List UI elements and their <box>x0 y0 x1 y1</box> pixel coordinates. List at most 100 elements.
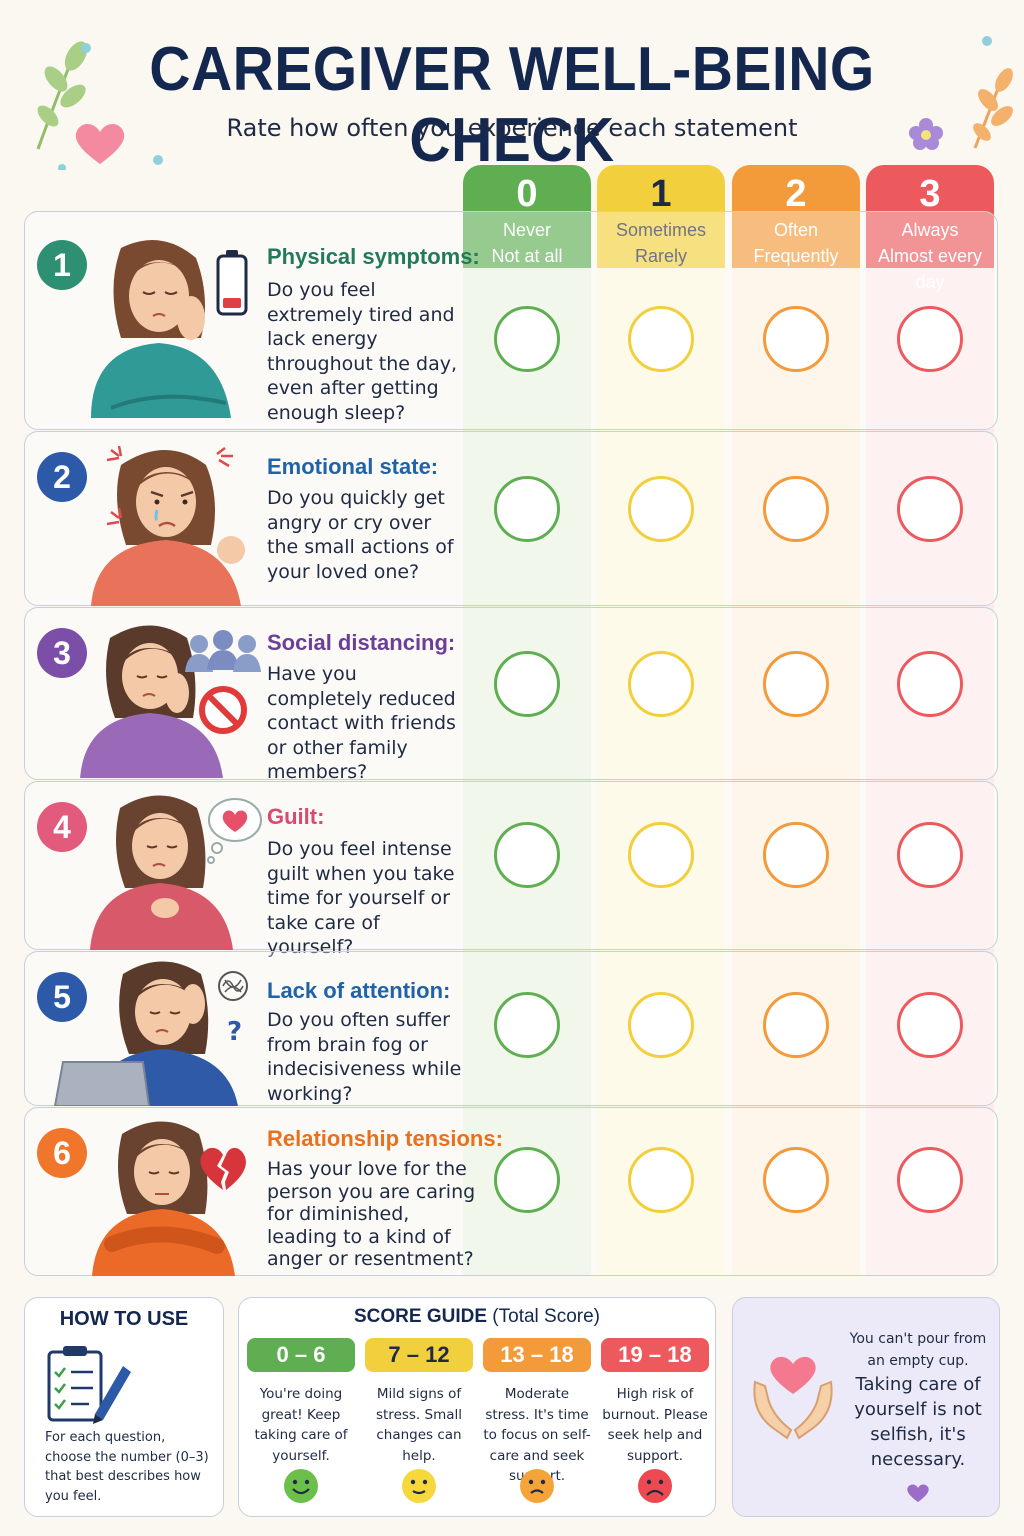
answer-option-q4-0[interactable] <box>494 822 560 888</box>
clipboard-checklist-icon <box>47 1346 131 1424</box>
scale-header-1: 1 Sometimes Rarely <box>597 165 725 268</box>
anger-marks-icon <box>106 445 233 526</box>
score-range-0: 0 – 6 You're doing great! Keep taking ca… <box>247 1338 355 1510</box>
score-range-text: High risk of burnout. Please seek help a… <box>602 1386 708 1464</box>
leaf-branch-left-icon <box>36 41 88 150</box>
scale-value: 1 <box>650 173 672 215</box>
score-range-label: 19 – 18 <box>601 1338 709 1372</box>
question-number-badge: 6 <box>37 1128 87 1178</box>
happy-face-icon <box>284 1469 318 1503</box>
scale-label: Sometimes <box>615 220 707 240</box>
column-bg-3 <box>866 268 994 1276</box>
scale-sublabel: Frequently <box>753 246 839 266</box>
prohibited-icon <box>199 686 247 734</box>
confused-woman-laptop-icon <box>53 961 238 1106</box>
answer-option-q3-2[interactable] <box>763 651 829 717</box>
scale-sublabel: Almost every day <box>877 246 983 292</box>
question-text: Do you feel extremely tired and lack ene… <box>267 279 458 424</box>
question-title: Social distancing: <box>267 630 456 655</box>
hands-holding-heart-icon <box>753 1356 833 1440</box>
answer-option-q6-3[interactable] <box>897 1147 963 1213</box>
answer-option-q6-0[interactable] <box>494 1147 560 1213</box>
worried-face-icon <box>520 1469 554 1503</box>
scale-sublabel: Rarely <box>634 246 687 266</box>
scale-label: Never <box>502 220 551 240</box>
question-title: Relationship tensions: <box>267 1126 503 1151</box>
score-range-1: 7 – 12 Mild signs of stress. Small chang… <box>365 1338 473 1510</box>
column-bg-1 <box>597 268 725 1276</box>
score-range-label: 0 – 6 <box>247 1338 355 1372</box>
dot-right-icon <box>982 36 992 46</box>
question-title: Lack of attention: <box>267 978 451 1003</box>
quote-small-text: You can't pour from an empty cup. <box>849 1331 987 1369</box>
answer-option-q4-1[interactable] <box>628 822 694 888</box>
heart-icon <box>75 123 125 164</box>
scale-header-0: 0 Never Not at all <box>463 165 591 268</box>
small-heart-icon <box>907 1484 929 1502</box>
how-to-use-text: For each question, choose the number (0–… <box>45 1430 209 1504</box>
answer-option-q1-2[interactable] <box>763 306 829 372</box>
scale-value: 0 <box>516 173 538 215</box>
page-title: CAREGIVER WELL-BEING CHECK <box>149 35 875 175</box>
scale-label: Often <box>773 220 819 240</box>
question-title: Emotional state: <box>267 454 439 479</box>
quote-main-text: Taking care of yourself is not selfish, … <box>854 1374 982 1470</box>
slight-smile-face-icon <box>402 1469 436 1503</box>
score-range-text: You're doing great! Keep taking care of … <box>254 1386 348 1464</box>
answer-option-q5-3[interactable] <box>897 992 963 1058</box>
score-range-2: 13 – 18 Moderate stress. It's time to fo… <box>483 1338 591 1510</box>
answer-option-q1-0[interactable] <box>494 306 560 372</box>
question-text: Do you feel intense guilt when you take … <box>267 838 455 958</box>
answer-option-q2-2[interactable] <box>763 476 829 542</box>
sad-face-icon <box>638 1469 672 1503</box>
question-row-1: 1 Physical symptoms: Do you feel extreme… <box>24 211 998 430</box>
angry-crying-woman-icon <box>91 450 245 606</box>
column-bg-2 <box>732 268 860 1276</box>
score-range-label: 13 – 18 <box>483 1338 591 1372</box>
answer-option-q4-2[interactable] <box>763 822 829 888</box>
answer-option-q1-3[interactable] <box>897 306 963 372</box>
answer-option-q2-1[interactable] <box>628 476 694 542</box>
answer-option-q5-2[interactable] <box>763 992 829 1058</box>
question-text: Have you completely reduced contact with… <box>267 663 456 783</box>
score-guide-heading: SCORE GUIDE (Total Score) <box>239 1306 715 1328</box>
score-range-3: 19 – 18 High risk of burnout. Please see… <box>601 1338 709 1510</box>
quote-panel: You can't pour from an empty cup. Taking… <box>732 1297 1000 1517</box>
answer-option-q5-0[interactable] <box>494 992 560 1058</box>
low-battery-icon <box>216 250 248 316</box>
broken-heart-icon <box>200 1147 246 1190</box>
score-guide-title: SCORE GUIDE <box>353 1306 488 1327</box>
svg-text:?: ? <box>227 1017 242 1047</box>
heart-thought-bubble-icon <box>207 798 262 864</box>
resentful-woman-icon <box>92 1121 235 1276</box>
guilty-woman-icon <box>90 795 233 950</box>
answer-option-q1-1[interactable] <box>628 306 694 372</box>
flower-icon <box>909 118 943 150</box>
people-blocked-icon <box>185 630 261 672</box>
leaf-branch-right-icon <box>973 68 1013 149</box>
question-text: Has your love for the person you are car… <box>267 1158 476 1270</box>
answer-option-q3-3[interactable] <box>897 651 963 717</box>
lonely-woman-icon <box>80 625 223 778</box>
question-title: Physical symptoms: <box>267 244 480 269</box>
question-number-badge: 2 <box>37 452 87 502</box>
column-bg-0 <box>463 268 591 1276</box>
tired-woman-icon <box>91 240 231 418</box>
answer-option-q5-1[interactable] <box>628 992 694 1058</box>
answer-option-q6-1[interactable] <box>628 1147 694 1213</box>
question-number-badge: 1 <box>37 240 87 290</box>
answer-option-q4-3[interactable] <box>897 822 963 888</box>
answer-option-q6-2[interactable] <box>763 1147 829 1213</box>
score-range-text: Mild signs of stress. Small changes can … <box>375 1386 463 1464</box>
question-number-badge: 4 <box>37 802 87 852</box>
scale-label: Always <box>901 220 959 240</box>
score-guide-subtitle: (Total Score) <box>492 1306 600 1327</box>
how-to-use-title: HOW TO USE <box>59 1308 189 1330</box>
page-subtitle: Rate how often you experience each state… <box>226 114 798 142</box>
answer-option-q2-0[interactable] <box>494 476 560 542</box>
how-to-use-panel: HOW TO USE For each question, choose the… <box>24 1297 224 1517</box>
answer-option-q2-3[interactable] <box>897 476 963 542</box>
scale-value: 3 <box>919 173 941 215</box>
answer-option-q3-0[interactable] <box>494 651 560 717</box>
answer-option-q3-1[interactable] <box>628 651 694 717</box>
